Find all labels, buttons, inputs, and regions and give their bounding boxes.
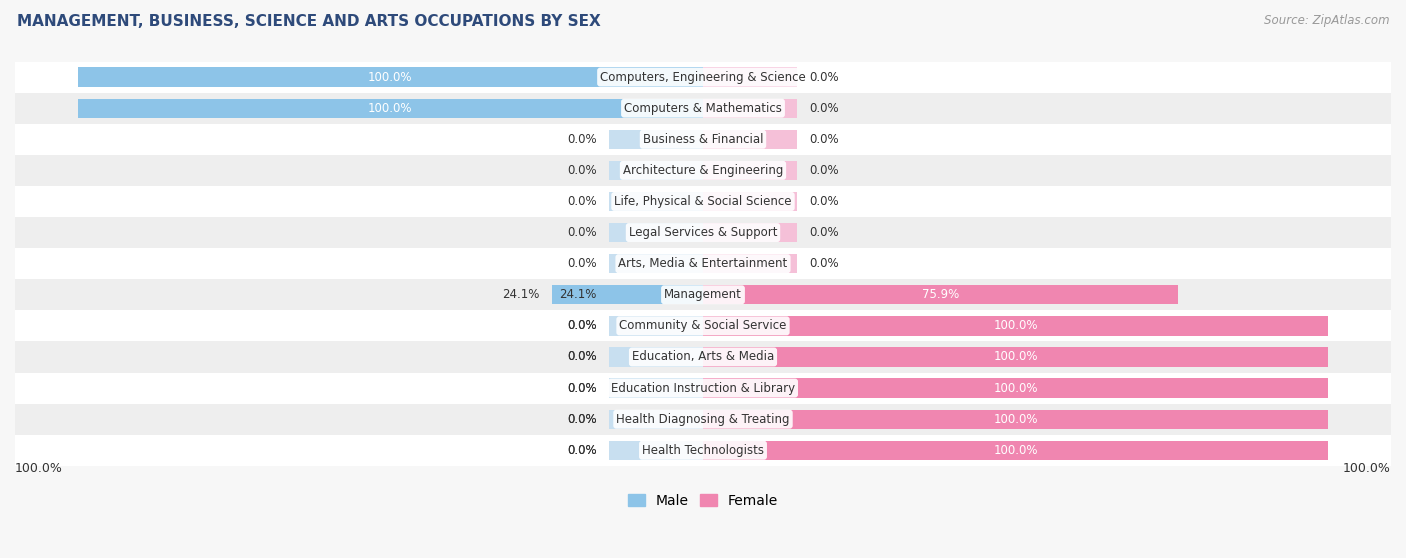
Text: 0.0%: 0.0% xyxy=(810,195,839,208)
Bar xyxy=(15,373,1391,403)
Text: 0.0%: 0.0% xyxy=(567,350,596,363)
Bar xyxy=(703,192,797,211)
Bar xyxy=(609,161,703,180)
Bar xyxy=(15,279,1391,310)
Text: Health Technologists: Health Technologists xyxy=(643,444,763,457)
Text: Architecture & Engineering: Architecture & Engineering xyxy=(623,164,783,177)
Text: MANAGEMENT, BUSINESS, SCIENCE AND ARTS OCCUPATIONS BY SEX: MANAGEMENT, BUSINESS, SCIENCE AND ARTS O… xyxy=(17,14,600,29)
Text: 24.1%: 24.1% xyxy=(560,288,596,301)
Bar xyxy=(609,192,703,211)
Text: Management: Management xyxy=(664,288,742,301)
Text: 0.0%: 0.0% xyxy=(567,195,596,208)
Bar xyxy=(703,441,1329,460)
Bar xyxy=(15,310,1391,341)
Text: 0.0%: 0.0% xyxy=(567,350,596,363)
Text: Life, Physical & Social Science: Life, Physical & Social Science xyxy=(614,195,792,208)
Bar xyxy=(609,441,703,460)
Text: 100.0%: 100.0% xyxy=(368,102,412,114)
Text: 100.0%: 100.0% xyxy=(994,444,1038,457)
Bar xyxy=(703,254,797,273)
Text: Business & Financial: Business & Financial xyxy=(643,133,763,146)
Text: 0.0%: 0.0% xyxy=(567,413,596,426)
Bar xyxy=(15,341,1391,373)
Text: 0.0%: 0.0% xyxy=(567,444,596,457)
Bar xyxy=(15,248,1391,279)
Bar xyxy=(703,410,1329,429)
Text: 0.0%: 0.0% xyxy=(810,70,839,84)
Bar xyxy=(609,378,703,398)
Text: 0.0%: 0.0% xyxy=(810,226,839,239)
Bar xyxy=(703,347,1329,367)
Bar xyxy=(703,316,1329,335)
Text: Education Instruction & Library: Education Instruction & Library xyxy=(612,382,794,395)
Text: 0.0%: 0.0% xyxy=(567,382,596,395)
Text: 75.9%: 75.9% xyxy=(922,288,959,301)
Bar xyxy=(77,99,703,118)
Bar xyxy=(15,403,1391,435)
Bar xyxy=(15,186,1391,217)
Text: 100.0%: 100.0% xyxy=(994,350,1038,363)
Text: 0.0%: 0.0% xyxy=(567,257,596,270)
Text: Arts, Media & Entertainment: Arts, Media & Entertainment xyxy=(619,257,787,270)
Bar xyxy=(703,223,797,242)
Text: 0.0%: 0.0% xyxy=(567,133,596,146)
Text: 0.0%: 0.0% xyxy=(567,319,596,333)
Text: Computers, Engineering & Science: Computers, Engineering & Science xyxy=(600,70,806,84)
Text: Education, Arts & Media: Education, Arts & Media xyxy=(631,350,775,363)
Bar xyxy=(703,378,1329,398)
Bar xyxy=(609,223,703,242)
Text: 0.0%: 0.0% xyxy=(567,226,596,239)
Bar xyxy=(703,161,797,180)
Bar xyxy=(15,435,1391,466)
Bar xyxy=(15,155,1391,186)
Text: Health Diagnosing & Treating: Health Diagnosing & Treating xyxy=(616,413,790,426)
Bar xyxy=(609,254,703,273)
Bar xyxy=(77,68,703,86)
Bar xyxy=(15,61,1391,93)
Bar xyxy=(553,285,703,305)
Bar xyxy=(609,347,703,367)
Bar xyxy=(703,285,1178,305)
Bar xyxy=(15,217,1391,248)
Text: 100.0%: 100.0% xyxy=(994,413,1038,426)
Text: 0.0%: 0.0% xyxy=(567,444,596,457)
Bar xyxy=(609,129,703,149)
Text: 0.0%: 0.0% xyxy=(567,319,596,333)
Text: 100.0%: 100.0% xyxy=(1343,462,1391,475)
Text: Source: ZipAtlas.com: Source: ZipAtlas.com xyxy=(1264,14,1389,27)
Text: Legal Services & Support: Legal Services & Support xyxy=(628,226,778,239)
Text: 0.0%: 0.0% xyxy=(810,102,839,114)
Text: 100.0%: 100.0% xyxy=(994,319,1038,333)
Text: 0.0%: 0.0% xyxy=(810,257,839,270)
Legend: Male, Female: Male, Female xyxy=(623,488,783,513)
Text: 0.0%: 0.0% xyxy=(810,164,839,177)
Bar xyxy=(703,68,797,86)
Bar xyxy=(15,93,1391,124)
Text: Computers & Mathematics: Computers & Mathematics xyxy=(624,102,782,114)
Bar xyxy=(703,129,797,149)
Bar xyxy=(609,410,703,429)
Text: 0.0%: 0.0% xyxy=(810,133,839,146)
Text: 100.0%: 100.0% xyxy=(15,462,63,475)
Text: 0.0%: 0.0% xyxy=(567,164,596,177)
Text: Community & Social Service: Community & Social Service xyxy=(619,319,787,333)
Text: 24.1%: 24.1% xyxy=(502,288,540,301)
Text: 0.0%: 0.0% xyxy=(567,413,596,426)
Text: 100.0%: 100.0% xyxy=(994,382,1038,395)
Text: 100.0%: 100.0% xyxy=(368,70,412,84)
Bar xyxy=(15,124,1391,155)
Bar xyxy=(609,316,703,335)
Bar xyxy=(703,99,797,118)
Text: 0.0%: 0.0% xyxy=(567,382,596,395)
